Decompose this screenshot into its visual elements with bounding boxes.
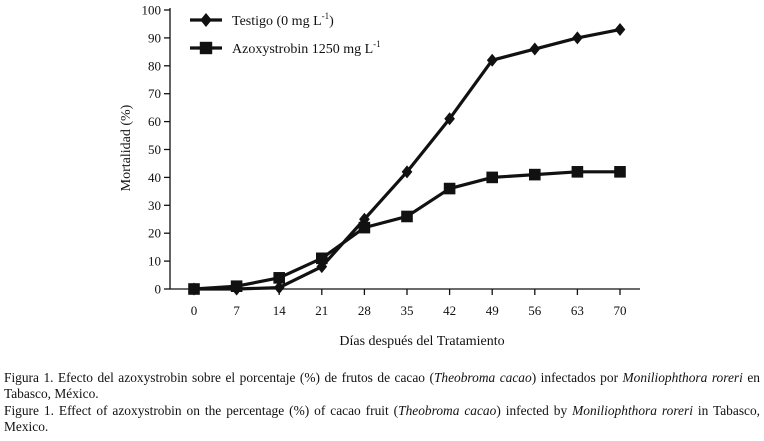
figure-caption-english: Figure 1. Effect of azoxystrobin on the … bbox=[4, 403, 760, 435]
data-point-diamond bbox=[486, 53, 498, 67]
x-tick-label: 14 bbox=[273, 303, 287, 318]
data-point-diamond bbox=[614, 23, 626, 37]
series-testigo bbox=[188, 23, 626, 296]
legend-label-text: Azoxystrobin 1250 mg L bbox=[232, 42, 373, 57]
x-tick-label: 0 bbox=[191, 303, 198, 318]
legend-marker-square bbox=[199, 41, 213, 55]
y-tick-label: 90 bbox=[148, 30, 161, 45]
series-line bbox=[193, 170, 620, 291]
x-tick-label: 28 bbox=[358, 303, 371, 318]
data-point-square bbox=[486, 171, 498, 184]
data-point-square bbox=[273, 272, 285, 284]
caption-es-suffix: en Tabasco, México. bbox=[4, 370, 760, 401]
legend-marker-diamond bbox=[200, 13, 212, 27]
x-axis-label: Días después del Tratamiento bbox=[339, 334, 504, 349]
data-point-square bbox=[571, 166, 584, 178]
x-tick-label: 21 bbox=[315, 303, 328, 318]
caption-es-species-1: Theobroma cacao bbox=[433, 370, 532, 385]
legend-label: Azoxystrobin 1250 mg L-1 bbox=[232, 39, 381, 57]
data-point-diamond bbox=[529, 42, 541, 56]
x-tick-label: 56 bbox=[528, 303, 542, 318]
y-tick-label: 0 bbox=[155, 282, 162, 297]
data-point-diamond bbox=[273, 281, 285, 295]
legend-label-superscript: -1 bbox=[322, 11, 330, 21]
data-point-square bbox=[358, 221, 371, 234]
caption-es-mid: ) infectados por bbox=[531, 370, 623, 385]
figure-caption-spanish: Figura 1. Efecto del azoxystrobin sobre … bbox=[4, 370, 760, 402]
x-tick-label: 42 bbox=[443, 303, 456, 318]
series-line bbox=[194, 27, 621, 291]
legend: Testigo (0 mg L-1)Azoxystrobin 1250 mg L… bbox=[190, 11, 381, 57]
data-point-diamond bbox=[572, 31, 583, 45]
caption-en-suffix: in Tabasco, Mexico. bbox=[4, 403, 761, 434]
data-point-square bbox=[230, 280, 243, 293]
legend-label-text: Testigo (0 mg L bbox=[232, 14, 322, 29]
axes: 0 10 20 30 40 50 60 70 80 90 100 0 7 14 21 28 35 42 49 56 63… bbox=[142, 3, 640, 318]
y-tick-label: 10 bbox=[148, 254, 161, 269]
data-point-square bbox=[443, 182, 456, 195]
x-tick-label: 49 bbox=[486, 303, 499, 318]
y-tick-label: 40 bbox=[148, 170, 161, 185]
x-tick-label: 70 bbox=[614, 303, 627, 318]
caption-en-species-1: Theobroma cacao bbox=[398, 403, 497, 418]
y-tick-label: 100 bbox=[142, 3, 162, 18]
legend-label-tail: ) bbox=[329, 14, 334, 29]
data-point-diamond bbox=[444, 112, 455, 126]
caption-en-species-2: Moniliophthora roreri bbox=[572, 403, 693, 418]
y-tick-label: 80 bbox=[148, 58, 161, 73]
caption-es-species-2: Moniliophthora roreri bbox=[622, 370, 743, 385]
caption-es-prefix: Figura 1. Efecto del azoxystrobin sobre … bbox=[4, 370, 434, 385]
y-tick-label: 20 bbox=[148, 226, 161, 241]
data-point-square bbox=[401, 210, 413, 223]
y-axis-label: Mortalidad (%) bbox=[119, 104, 134, 191]
data-point-square bbox=[614, 166, 626, 178]
y-tick-label: 50 bbox=[148, 142, 161, 157]
mortality-chart: 0 10 20 30 40 50 60 70 80 90 100 0 7 14 21 28 35 42 49 56 63… bbox=[119, 3, 640, 349]
caption-en-mid: ) infected by bbox=[496, 403, 573, 418]
y-tick-label: 70 bbox=[148, 86, 161, 101]
x-tick-label: 35 bbox=[401, 303, 414, 318]
legend-label-superscript: -1 bbox=[373, 39, 381, 49]
data-point-diamond bbox=[401, 165, 413, 179]
x-tick-label: 63 bbox=[571, 303, 584, 318]
data-point-square bbox=[316, 252, 328, 265]
legend-label: Testigo (0 mg L-1) bbox=[232, 11, 334, 29]
y-tick-label: 30 bbox=[148, 198, 161, 213]
x-tick-label: 7 bbox=[233, 303, 240, 318]
caption-en-prefix: Figure 1. Effect of azoxystrobin on the … bbox=[4, 403, 399, 418]
series-azoxystrobin bbox=[188, 166, 626, 295]
data-point-square bbox=[188, 283, 200, 295]
y-tick-label: 60 bbox=[148, 114, 161, 129]
data-point-square bbox=[529, 168, 541, 181]
series-layer bbox=[188, 23, 626, 296]
